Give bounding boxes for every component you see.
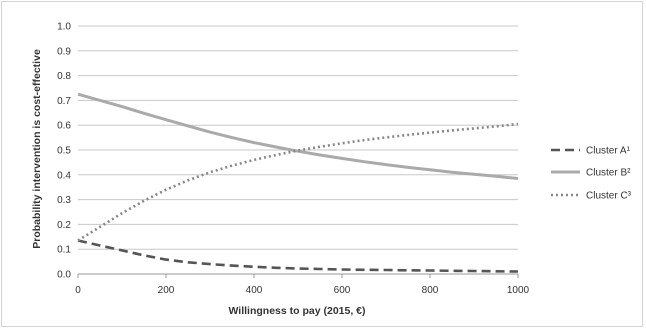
x-tick-label: 0 <box>75 285 81 296</box>
y-tick-label: 0.2 <box>57 220 71 231</box>
x-tick-label: 400 <box>246 285 263 296</box>
legend-label-2: Cluster B² <box>586 168 631 179</box>
y-tick-label: 0.4 <box>57 170 71 181</box>
legend-label-3: Cluster C³ <box>586 191 632 202</box>
y-axis-title: Probability intervention is cost-effecti… <box>31 49 43 249</box>
legend: Cluster A¹ Cluster B² Cluster C³ <box>551 146 632 202</box>
x-tick-label: 200 <box>158 285 175 296</box>
x-tick-label: 800 <box>422 285 439 296</box>
y-tick-label: 0.9 <box>57 46 71 57</box>
y-tick-label: 0.3 <box>57 195 71 206</box>
series-line-2 <box>77 92 519 180</box>
legend-label-1: Cluster A¹ <box>586 146 631 157</box>
y-tick-label: 1.0 <box>57 22 71 33</box>
y-tick-label: 0.7 <box>57 96 71 107</box>
series-line-1 <box>77 239 519 273</box>
y-tick-labels: 0.0 0.1 0.2 0.3 0.4 0.5 0.6 0.7 0.8 0.9 1.0 <box>57 22 71 281</box>
y-tick-label: 0.1 <box>57 245 71 256</box>
x-tick-label: 600 <box>334 285 351 296</box>
y-tick-label: 0.6 <box>57 121 71 132</box>
x-tick-labels: 0 200 400 600 800 1000 <box>75 274 530 296</box>
y-tick-label: 0.8 <box>57 71 71 82</box>
series-line-3 <box>77 122 519 242</box>
y-tick-label: 0.0 <box>57 270 71 281</box>
x-axis-title: Willingness to pay (2015, €) <box>228 305 365 317</box>
y-tick-label: 0.5 <box>57 146 71 157</box>
gridlines <box>78 25 518 250</box>
series-lines <box>77 92 519 273</box>
x-tick-label: 1000 <box>507 285 530 296</box>
